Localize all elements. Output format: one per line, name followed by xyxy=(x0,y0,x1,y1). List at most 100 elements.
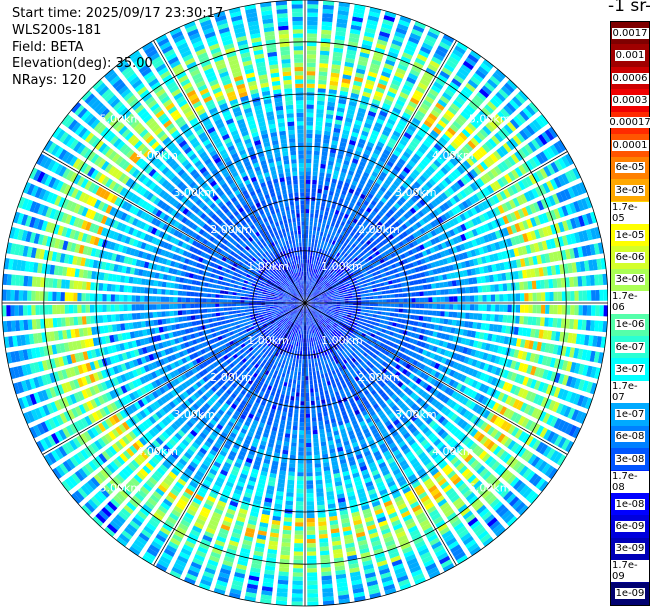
beta-cell xyxy=(453,296,458,302)
beta-cell xyxy=(297,371,301,376)
beta-cell xyxy=(299,422,305,427)
beta-cell xyxy=(313,222,318,227)
beta-cell xyxy=(368,289,373,293)
beta-cell xyxy=(378,278,384,283)
beta-cell xyxy=(288,378,293,384)
beta-cell xyxy=(540,304,546,314)
beta-cell xyxy=(436,310,441,317)
beta-cell xyxy=(306,284,308,289)
beta-cell xyxy=(288,471,295,477)
beta-cell xyxy=(306,451,312,456)
beta-cell xyxy=(400,324,405,329)
beta-cell xyxy=(361,300,366,303)
beta-cell xyxy=(396,278,401,283)
beta-cell xyxy=(384,10,397,19)
beta-cell xyxy=(365,306,370,310)
beta-cell xyxy=(318,248,322,254)
beta-cell xyxy=(320,253,324,258)
beta-cell xyxy=(321,360,325,366)
beta-cell xyxy=(305,296,307,301)
beta-cell xyxy=(581,275,587,287)
beta-cell xyxy=(279,380,284,386)
beta-cell xyxy=(311,242,314,248)
beta-cell xyxy=(326,380,331,386)
beta-cell xyxy=(302,355,305,360)
beta-cell xyxy=(478,304,483,311)
beta-cell xyxy=(307,46,317,51)
beta-cell xyxy=(302,351,305,356)
beta-cell xyxy=(362,283,368,287)
beta-cell xyxy=(323,304,328,306)
beta-cell xyxy=(321,202,326,207)
beta-cell xyxy=(305,267,307,272)
beta-cell xyxy=(334,166,341,172)
beta-cell xyxy=(286,369,291,375)
beta-cell xyxy=(318,257,322,262)
beta-cell xyxy=(316,201,321,206)
beta-cell xyxy=(308,284,310,289)
beta-cell xyxy=(393,289,399,293)
beta-cell xyxy=(308,334,311,339)
beta-cell xyxy=(308,284,311,290)
beta-cell xyxy=(453,304,458,310)
beta-cell xyxy=(306,501,314,506)
beta-cell xyxy=(313,247,317,252)
beta-cell xyxy=(439,282,445,288)
beta-cell xyxy=(393,317,398,322)
beta-cell xyxy=(287,412,293,418)
beta-cell xyxy=(415,309,420,315)
beta-cell xyxy=(447,280,453,287)
beta-cell xyxy=(369,324,375,329)
beta-cell xyxy=(299,338,301,343)
beta-cell xyxy=(325,246,330,252)
beta-cell xyxy=(276,596,288,602)
beta-cell xyxy=(321,579,333,585)
beta-cell xyxy=(352,305,358,309)
beta-cell xyxy=(586,290,592,301)
beta-cell xyxy=(553,291,558,301)
beta-cell xyxy=(367,317,373,321)
beta-cell xyxy=(293,413,299,418)
beta-cell xyxy=(523,316,529,325)
beta-cell xyxy=(306,83,315,88)
beta-cell xyxy=(396,323,401,328)
beta-cell xyxy=(374,47,385,54)
beta-cell xyxy=(354,76,364,83)
beta-cell xyxy=(411,298,416,303)
beta-cell xyxy=(299,426,304,431)
beta-cell xyxy=(306,480,314,485)
beta-cell xyxy=(360,325,366,329)
beta-cell xyxy=(315,366,319,371)
beta-cell xyxy=(305,275,307,280)
beta-cell xyxy=(402,287,407,292)
beta-cell xyxy=(390,308,395,312)
beta-cell xyxy=(306,112,314,118)
beta-cell xyxy=(314,243,318,248)
beta-cell xyxy=(344,303,349,305)
beta-cell xyxy=(382,19,394,27)
beta-cell xyxy=(329,186,335,192)
beta-cell xyxy=(314,142,321,147)
beta-cell xyxy=(310,268,313,273)
beta-cell xyxy=(423,291,429,296)
beta-cell xyxy=(528,304,533,314)
beta-cell xyxy=(318,361,322,367)
beta-cell xyxy=(279,367,284,373)
beta-cell xyxy=(290,370,294,376)
beta-cell xyxy=(306,330,308,335)
beta-cell xyxy=(314,239,318,244)
beta-cell xyxy=(327,242,331,248)
beta-cell xyxy=(465,304,471,311)
beta-cell xyxy=(344,301,349,303)
beta-cell xyxy=(324,241,328,247)
beta-cell xyxy=(308,242,311,247)
beta-cell xyxy=(326,398,331,403)
beta-cell xyxy=(308,329,310,335)
beta-cell xyxy=(291,442,297,447)
beta-cell xyxy=(343,125,351,132)
beta-cell xyxy=(317,88,326,93)
beta-cell xyxy=(330,148,337,154)
beta-cell xyxy=(348,310,353,313)
beta-cell xyxy=(465,287,470,294)
beta-cell xyxy=(356,291,361,295)
